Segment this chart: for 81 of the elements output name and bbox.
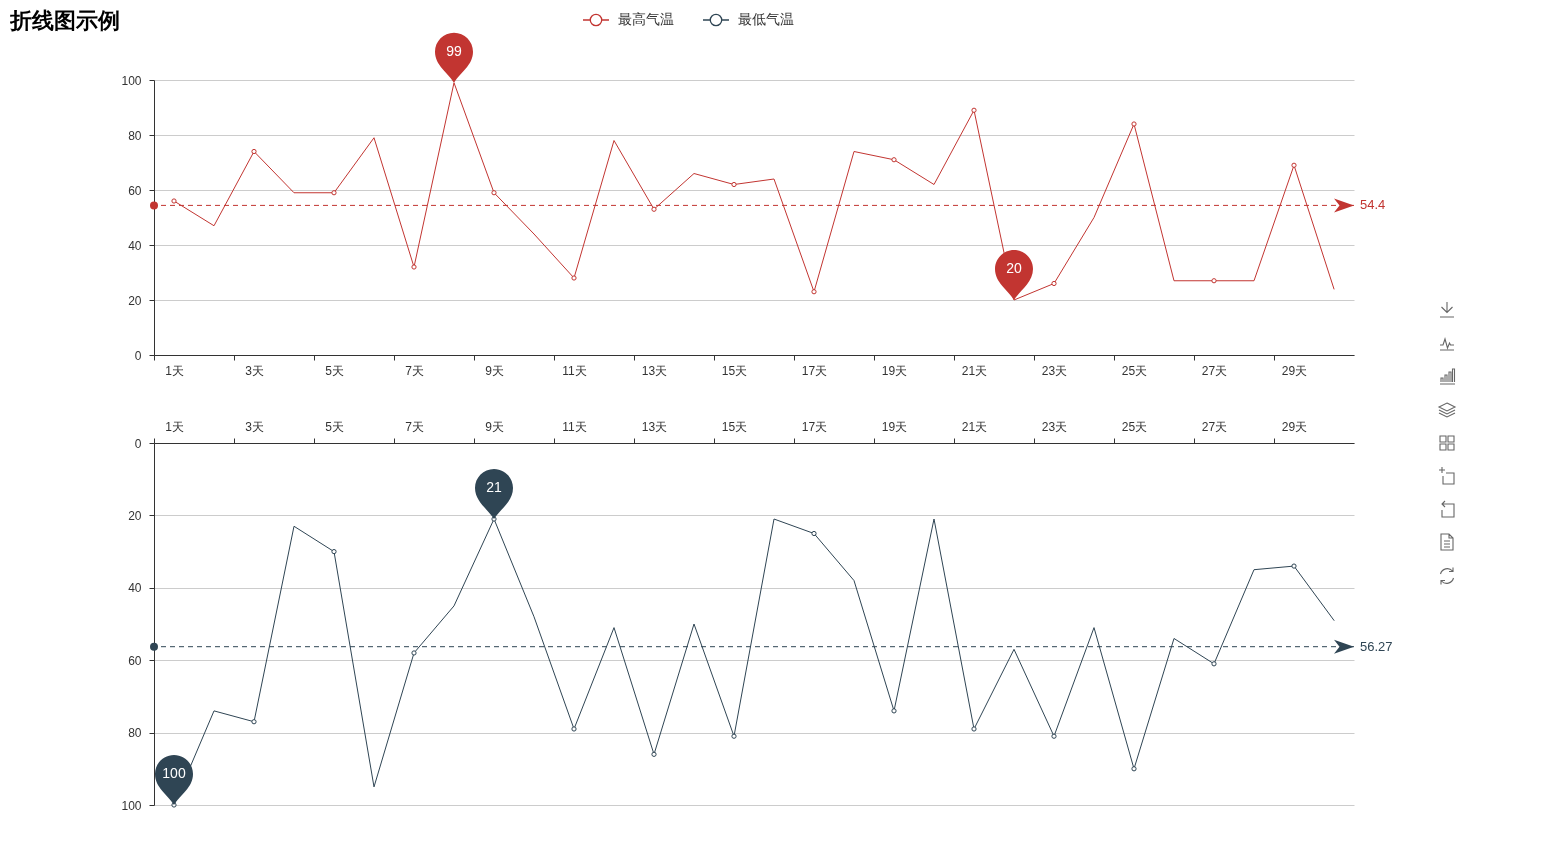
point <box>331 548 337 555</box>
y-tick-label: 60 <box>128 183 142 198</box>
point <box>571 275 577 281</box>
data-label: 20 <box>1006 260 1022 276</box>
x-tick-label: 19天 <box>881 363 908 378</box>
point <box>811 530 817 537</box>
y-tick-label: 100 <box>121 73 142 88</box>
x-tick-label: 1天 <box>165 363 184 378</box>
point <box>1051 280 1057 287</box>
x-tick-label: 15天 <box>721 363 748 378</box>
x-tick-label: 29天 <box>1281 419 1308 434</box>
x-tick-label: 25天 <box>1121 419 1148 434</box>
x-tick-label: 25天 <box>1121 363 1148 378</box>
point <box>491 190 497 196</box>
y-tick-label: 80 <box>128 128 142 143</box>
x-tick-label: 7天 <box>405 363 424 378</box>
point <box>1291 162 1297 168</box>
ref-line-label: 54.4 <box>1360 197 1386 213</box>
point <box>651 751 657 757</box>
point <box>1131 766 1137 772</box>
x-tick-label: 13天 <box>641 419 668 434</box>
point <box>171 198 177 204</box>
y-tick-label: 20 <box>128 293 142 308</box>
x-tick-label: 15天 <box>721 419 748 434</box>
point <box>811 289 817 295</box>
x-tick-label: 17天 <box>801 419 828 434</box>
x-tick-label: 19天 <box>881 419 908 434</box>
point <box>731 733 737 739</box>
point <box>331 190 337 196</box>
ref-line-label: 56.27 <box>1360 638 1393 654</box>
data-label: 100 <box>162 765 186 781</box>
x-tick-label: 3天 <box>245 419 264 434</box>
point <box>251 719 257 725</box>
point <box>1131 121 1137 127</box>
x-tick-label: 17天 <box>801 363 828 378</box>
y-tick-label: 80 <box>128 726 142 741</box>
y-tick-label: 40 <box>128 581 142 596</box>
x-tick-label: 9天 <box>485 419 504 434</box>
point <box>1211 661 1217 667</box>
x-tick-label: 21天 <box>961 419 988 434</box>
x-tick-label: 5天 <box>325 363 344 378</box>
point <box>1291 563 1297 569</box>
x-tick-label: 11天 <box>562 419 587 434</box>
point <box>971 726 977 732</box>
point <box>491 516 497 522</box>
y-tick-label: 40 <box>128 238 142 253</box>
chart-title: 折线图示例 <box>9 8 120 33</box>
data-label: 99 <box>446 42 462 59</box>
x-tick-label: 21天 <box>961 363 988 378</box>
point <box>971 107 977 113</box>
x-tick-label: 11天 <box>562 363 587 378</box>
x-tick-label: 5天 <box>325 419 344 434</box>
x-tick-label: 3天 <box>245 363 264 378</box>
point <box>1211 278 1217 284</box>
x-tick-label: 9天 <box>485 363 504 378</box>
x-tick-label: 29天 <box>1281 363 1308 378</box>
point <box>891 708 897 714</box>
y-tick-label: 20 <box>128 508 142 523</box>
point <box>571 726 577 732</box>
x-tick-label: 23天 <box>1041 363 1068 378</box>
point <box>651 206 657 212</box>
point <box>411 650 417 656</box>
y-tick-label: 60 <box>128 653 142 668</box>
x-tick-label: 27天 <box>1201 363 1228 378</box>
x-tick-label: 1天 <box>165 419 184 434</box>
legend-label: 最高气温 <box>618 11 674 27</box>
x-tick-label: 7天 <box>405 419 424 434</box>
x-tick-label: 27天 <box>1201 419 1228 434</box>
point <box>171 802 177 808</box>
legend-label: 最低气温 <box>738 11 794 27</box>
y-tick-label: 0 <box>134 348 142 363</box>
x-tick-label: 13天 <box>641 363 668 378</box>
y-tick-label: 0 <box>134 436 142 451</box>
point <box>891 157 897 163</box>
x-tick-label: 23天 <box>1041 419 1068 434</box>
y-tick-label: 100 <box>121 798 142 813</box>
point <box>1051 733 1057 739</box>
point <box>731 181 737 188</box>
point <box>251 148 257 155</box>
data-label: 21 <box>486 479 502 496</box>
point <box>411 264 417 270</box>
